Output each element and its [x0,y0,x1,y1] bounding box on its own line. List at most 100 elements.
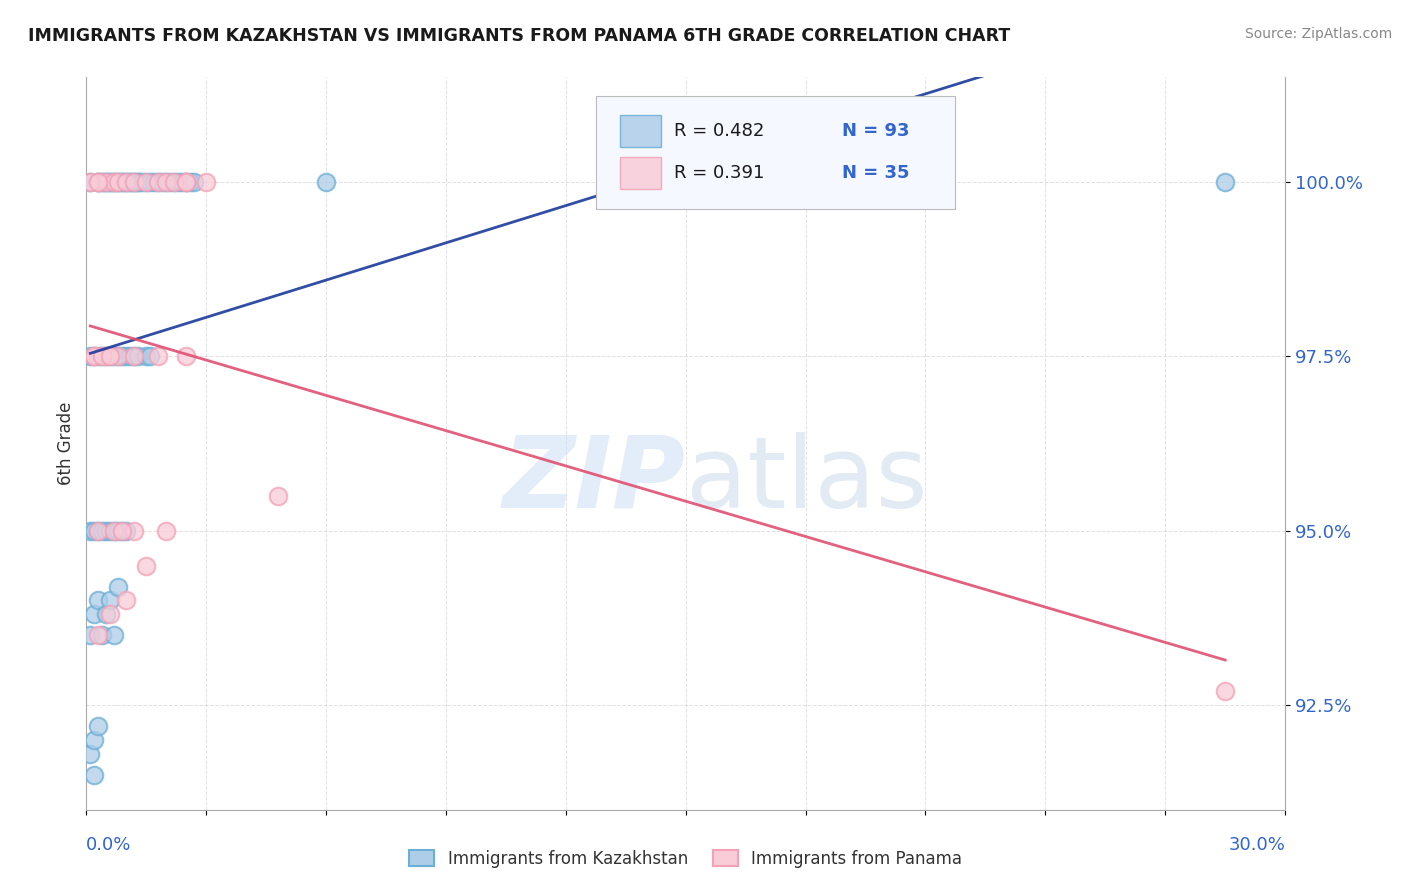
Point [174,175,197,189]
Text: atlas: atlas [686,432,928,529]
Point [87,524,110,538]
Point [98,175,121,189]
Point [120,175,142,189]
Point [135,350,157,364]
Point [159,175,181,189]
Point [111,350,134,364]
Point [79,747,101,761]
Point [174,350,197,364]
Point [120,350,142,364]
Point [83,524,105,538]
Point [87,175,110,189]
Point [122,175,145,189]
Point [143,175,166,189]
Text: R = 0.391: R = 0.391 [673,163,763,182]
Point [172,175,194,189]
Point [148,175,170,189]
Point [87,350,110,364]
Legend: Immigrants from Kazakhstan, Immigrants from Panama: Immigrants from Kazakhstan, Immigrants f… [402,843,969,874]
Point [91,628,114,642]
Point [163,175,186,189]
Point [135,558,157,573]
Point [103,175,125,189]
Text: IMMIGRANTS FROM KAZAKHSTAN VS IMMIGRANTS FROM PANAMA 6TH GRADE CORRELATION CHART: IMMIGRANTS FROM KAZAKHSTAN VS IMMIGRANTS… [28,27,1011,45]
Point [111,524,134,538]
Point [96,350,118,364]
Point [139,350,162,364]
Point [163,175,186,189]
Point [91,524,114,538]
Point [96,524,118,538]
Point [91,175,114,189]
Point [87,719,110,733]
Text: N = 93: N = 93 [842,122,910,140]
Point [96,350,118,364]
Point [96,175,118,189]
Point [111,175,134,189]
Point [87,628,110,642]
Point [155,175,177,189]
FancyBboxPatch shape [596,95,956,210]
Point [148,350,170,364]
Y-axis label: 6th Grade: 6th Grade [58,402,75,485]
Point [79,175,101,189]
Point [98,350,121,364]
Point [1213,175,1236,189]
Point [91,175,114,189]
Point [83,733,105,747]
Point [115,175,138,189]
Point [107,350,129,364]
Point [111,524,134,538]
Point [98,350,121,364]
Point [155,524,177,538]
Point [127,175,149,189]
Point [98,175,121,189]
Text: 30.0%: 30.0% [1229,837,1285,855]
Point [83,350,105,364]
Point [103,175,125,189]
Point [155,175,177,189]
Point [139,175,162,189]
Point [83,350,105,364]
Point [96,175,118,189]
Text: R = 0.482: R = 0.482 [673,122,763,140]
Point [103,524,125,538]
FancyBboxPatch shape [620,156,661,189]
Point [87,175,110,189]
Text: N = 35: N = 35 [842,163,910,182]
Point [135,175,157,189]
Point [115,350,138,364]
Point [127,350,149,364]
Point [111,175,134,189]
Text: Source: ZipAtlas.com: Source: ZipAtlas.com [1244,27,1392,41]
Point [131,175,153,189]
Point [107,580,129,594]
Point [91,350,114,364]
Point [79,524,101,538]
Point [148,175,170,189]
Point [103,175,125,189]
Point [87,593,110,607]
Point [79,350,101,364]
Point [122,350,145,364]
Point [83,350,105,364]
Point [98,607,121,622]
Point [267,489,290,503]
FancyBboxPatch shape [620,115,661,147]
Point [150,175,173,189]
Point [87,524,110,538]
Point [83,768,105,782]
Point [107,175,129,189]
Point [167,175,190,189]
Point [107,175,129,189]
Point [174,175,197,189]
Point [79,175,101,189]
Point [79,628,101,642]
Text: ZIP: ZIP [503,432,686,529]
Point [98,593,121,607]
Point [115,593,138,607]
Point [87,175,110,189]
Point [120,175,142,189]
Point [107,524,129,538]
Point [83,607,105,622]
